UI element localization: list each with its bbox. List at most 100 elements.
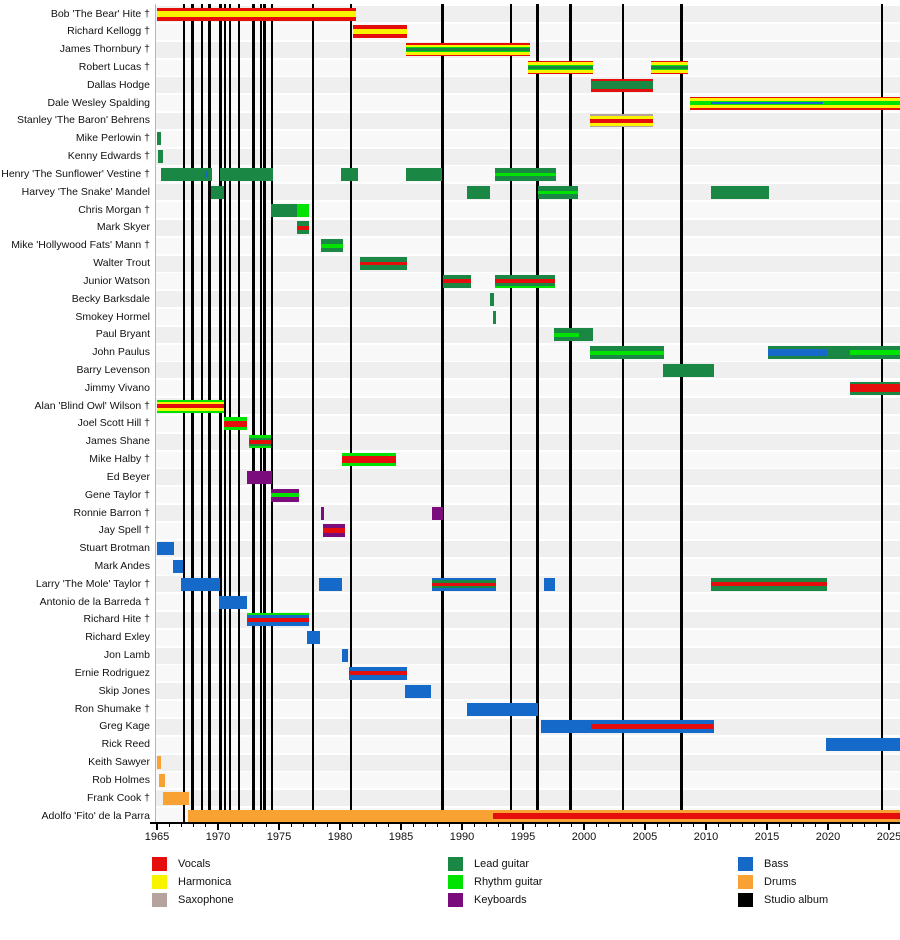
axis-major-tick [217, 823, 219, 830]
member-label: Jon Lamb [103, 649, 150, 662]
instrument-stripe [527, 72, 593, 74]
instrument-stripe [160, 167, 212, 181]
axis-minor-tick [327, 823, 329, 827]
member-label: Greg Kage [99, 720, 150, 733]
timeline-bar [490, 292, 494, 306]
member-label: Robert Lucas † [78, 61, 150, 73]
member-label: Frank Cook † [86, 791, 150, 804]
row-band [155, 611, 900, 628]
axis-major-tick [766, 823, 768, 830]
instrument-stripe [405, 44, 531, 48]
instrument-stripe [405, 54, 531, 57]
member-label: Richard Hite † [83, 613, 150, 626]
member-label: Mike Halby † [89, 453, 150, 465]
instrument-stripe [353, 34, 408, 39]
instrument-stripe [431, 586, 497, 589]
instrument-stripe [157, 16, 356, 21]
instrument-stripe [527, 61, 593, 63]
instrument-stripe [710, 185, 770, 199]
axis-minor-tick [290, 823, 292, 827]
instrument-stripe [651, 68, 688, 71]
axis-minor-tick [656, 823, 658, 827]
timeline-bar [494, 274, 555, 288]
legend-label: Bass [764, 858, 789, 870]
row-band [155, 683, 900, 700]
instrument-stripe [157, 7, 356, 12]
instrument-stripe [405, 50, 531, 53]
instrument-stripe [270, 203, 298, 217]
member-label: Ronnie Barron † [73, 506, 150, 519]
instrument-stripe [157, 132, 161, 146]
studio-album-line [229, 4, 232, 822]
instrument-stripe [247, 470, 272, 484]
timeline-bar [319, 577, 343, 591]
instrument-stripe [322, 533, 345, 538]
instrument-stripe [466, 702, 538, 716]
instrument-stripe [320, 506, 325, 520]
instrument-stripe [158, 150, 164, 164]
studio-album-line [259, 4, 262, 822]
studio-album-line [680, 4, 683, 822]
axis-minor-tick [168, 823, 170, 827]
studio-album-line [182, 4, 185, 822]
axis-major-tick [827, 823, 829, 830]
instrument-stripe [591, 89, 654, 92]
instrument-stripe [157, 404, 225, 408]
bar-overlay [710, 101, 824, 105]
member-label: Mark Skyer [96, 221, 150, 234]
legend-swatch-studio-album [738, 893, 753, 907]
row-band [155, 219, 900, 236]
timeline-bar [466, 185, 491, 199]
timeline-bar [157, 542, 175, 556]
instrument-stripe [157, 401, 225, 405]
instrument-stripe [494, 285, 555, 288]
instrument-stripe [690, 98, 900, 102]
axis-major-tick [339, 823, 341, 830]
row-band [155, 433, 900, 450]
axis-minor-tick [607, 823, 609, 827]
timeline-bar [850, 381, 900, 395]
instrument-stripe [248, 437, 271, 440]
instrument-stripe [527, 70, 593, 73]
row-band [155, 718, 900, 735]
member-label: Richard Exley [85, 631, 150, 644]
axis-minor-tick [412, 823, 414, 827]
legend-label: Vocals [178, 858, 211, 870]
timeline-bar [297, 203, 310, 217]
row-band [155, 237, 900, 254]
axis-minor-tick [351, 823, 353, 827]
instrument-stripe [181, 577, 221, 591]
member-label: Rob Holmes [92, 773, 150, 786]
bar-overlay [591, 724, 714, 730]
legend-label: Drums [764, 876, 797, 888]
studio-album-line [200, 4, 204, 822]
instrument-stripe [159, 773, 166, 787]
member-label: James Thornbury † [59, 43, 150, 56]
studio-album-line [208, 4, 211, 822]
instrument-stripe [590, 125, 654, 128]
member-label: Ed Beyer [106, 470, 150, 483]
bar-overlay [768, 349, 827, 357]
axis-minor-tick [851, 823, 853, 827]
axis-minor-tick [876, 823, 878, 827]
row-band [155, 647, 900, 664]
legend-swatch-saxophone [152, 893, 167, 907]
timeline-bar [359, 257, 408, 270]
timeline-bar [404, 684, 432, 698]
instrument-stripe [651, 64, 688, 67]
instrument-stripe [591, 81, 654, 90]
member-label: Skip Jones [98, 684, 150, 697]
timeline-bar [270, 488, 299, 502]
row-band [155, 594, 900, 611]
axis-major-tick [400, 823, 402, 830]
instrument-stripe [590, 118, 654, 123]
timeline-bar [590, 346, 665, 360]
instrument-stripe [651, 66, 688, 69]
member-label: Barry Levenson [76, 363, 150, 376]
timeline-bar [320, 506, 325, 520]
member-label: Mike 'Hollywood Fats' Mann † [11, 239, 150, 252]
axis-minor-tick [571, 823, 573, 827]
axis-minor-tick [559, 823, 561, 827]
timeline-bar [158, 150, 164, 164]
legend-swatch-vocals [152, 857, 167, 871]
